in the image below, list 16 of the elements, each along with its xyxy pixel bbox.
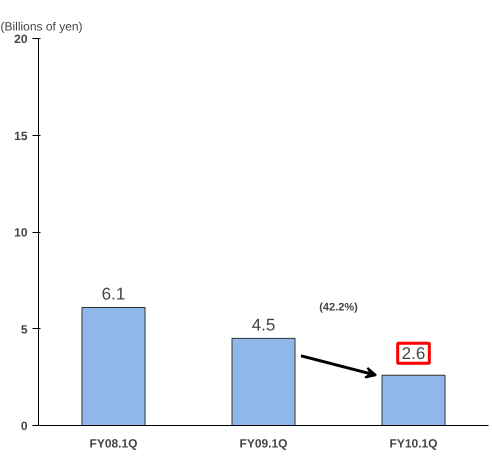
x-tick-label: FY09.1Q [239, 436, 288, 450]
y-tick-label: 10 [14, 226, 28, 240]
bar [82, 306, 146, 426]
bar [382, 374, 446, 426]
y-tick-label: 20 [14, 32, 28, 46]
x-tick-label: FY08.1Q [89, 436, 138, 450]
data-label: 2.6 [402, 344, 426, 364]
data-label: 6.1 [102, 284, 126, 304]
y-tick-label: 0 [20, 419, 28, 433]
bar [232, 338, 296, 426]
y-tick-label: 15 [14, 128, 28, 143]
annotation: (42.2%) [319, 301, 358, 314]
y-tick-label: 5 [20, 322, 28, 336]
y-axis-title: (Billions of yen) [0, 20, 83, 34]
data-label: 4.5 [252, 315, 276, 334]
x-tick-label: FY10.1Q [389, 436, 438, 450]
